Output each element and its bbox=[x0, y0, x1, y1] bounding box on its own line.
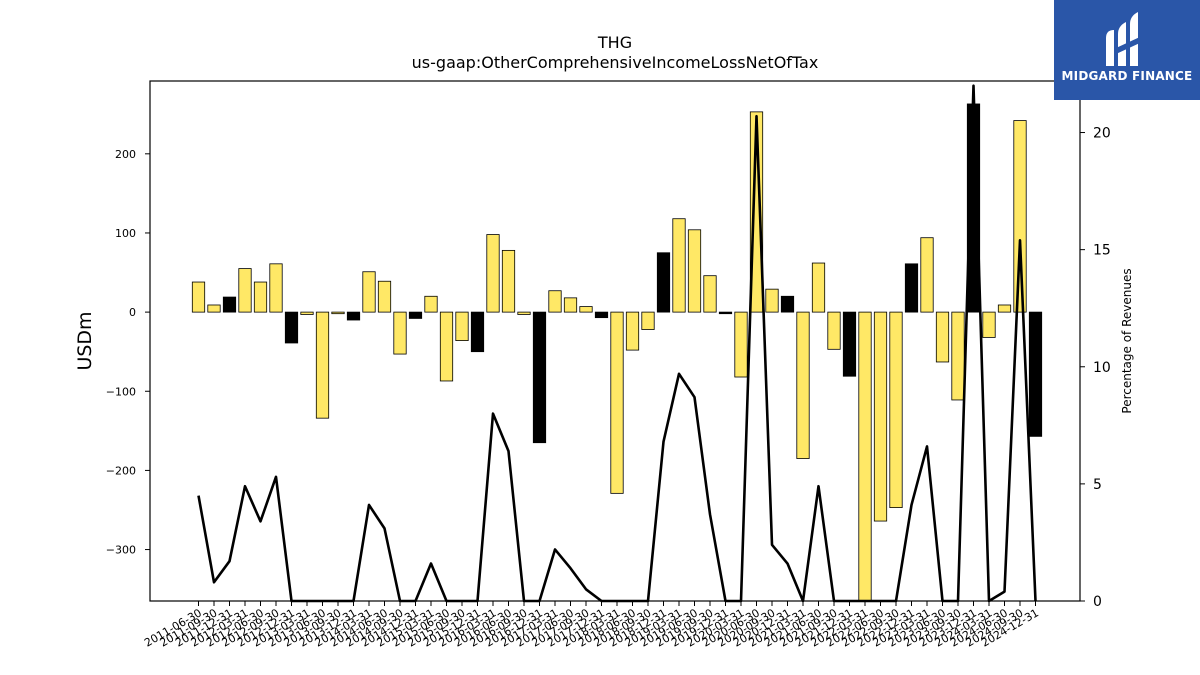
bar bbox=[346, 311, 361, 321]
bar bbox=[703, 275, 717, 313]
bar bbox=[424, 295, 438, 313]
y-tick-label: −200 bbox=[106, 464, 136, 477]
bar bbox=[873, 311, 888, 522]
bars bbox=[191, 103, 1043, 602]
bar bbox=[548, 290, 562, 313]
y2-tick-label: 5 bbox=[1093, 477, 1102, 493]
bar bbox=[377, 280, 392, 313]
bar bbox=[951, 311, 965, 401]
bar bbox=[641, 311, 655, 330]
x-ticks: 2011-06-302011-09-302011-12-312012-03-31… bbox=[142, 601, 1041, 650]
bar bbox=[904, 263, 919, 313]
bar bbox=[842, 311, 857, 377]
y2-tick-label: 20 bbox=[1093, 126, 1111, 142]
bar bbox=[672, 218, 686, 313]
y-tick-label: −300 bbox=[106, 544, 136, 557]
bar bbox=[517, 311, 531, 315]
y-tick-label: 0 bbox=[129, 306, 136, 319]
logo-text: MIDGARD FINANCE bbox=[1061, 69, 1193, 83]
bar bbox=[1013, 120, 1027, 313]
bar bbox=[455, 311, 469, 341]
bar bbox=[269, 263, 283, 313]
bar bbox=[718, 311, 733, 315]
bar bbox=[362, 271, 376, 313]
bar bbox=[734, 311, 748, 378]
bar bbox=[300, 311, 314, 315]
bar bbox=[997, 304, 1012, 313]
logo-mark-icon bbox=[1106, 12, 1142, 66]
bar bbox=[594, 311, 609, 319]
bar bbox=[439, 311, 454, 382]
y-tick-label: 100 bbox=[115, 227, 136, 240]
bar bbox=[563, 297, 578, 313]
bar bbox=[749, 111, 764, 313]
bar bbox=[858, 311, 872, 602]
bar bbox=[935, 311, 950, 363]
bar bbox=[780, 295, 795, 313]
bar bbox=[610, 311, 624, 494]
bar bbox=[238, 268, 252, 313]
bar bbox=[501, 249, 516, 313]
chart-title: THG bbox=[597, 33, 632, 52]
bar bbox=[796, 311, 810, 459]
axes bbox=[149, 80, 1081, 602]
bar bbox=[889, 311, 903, 508]
y2-tick-label: 10 bbox=[1093, 360, 1111, 376]
bar bbox=[393, 311, 407, 355]
bar bbox=[687, 229, 702, 313]
y2-axis-label: Percentage of Revenues bbox=[1120, 268, 1134, 413]
bar bbox=[811, 262, 826, 313]
y-tick-label: −100 bbox=[106, 385, 136, 398]
bar bbox=[1028, 311, 1043, 437]
plot-frame bbox=[149, 80, 1081, 602]
bar bbox=[579, 306, 593, 313]
bar bbox=[222, 296, 237, 313]
y2-tick-label: 15 bbox=[1093, 243, 1111, 259]
chart-subtitle: us-gaap:OtherComprehensiveIncomeLossNetO… bbox=[412, 53, 819, 72]
bar bbox=[207, 304, 221, 313]
bar bbox=[656, 252, 671, 313]
bar bbox=[470, 311, 485, 353]
bar bbox=[408, 311, 423, 319]
y2-tick-label: 0 bbox=[1093, 594, 1102, 610]
bar bbox=[625, 311, 640, 351]
bar bbox=[982, 311, 996, 338]
bar bbox=[765, 288, 779, 313]
y-tick-label: 200 bbox=[115, 148, 136, 161]
logo: MIDGARD FINANCE bbox=[1054, 0, 1200, 100]
bar bbox=[331, 311, 345, 315]
bar bbox=[827, 311, 841, 350]
bar bbox=[532, 311, 547, 444]
bar bbox=[191, 281, 206, 313]
bar bbox=[284, 311, 299, 344]
bar bbox=[253, 281, 268, 313]
y2-ticks: 0 5 10 15 20 bbox=[1080, 126, 1111, 610]
bar bbox=[920, 237, 934, 313]
bar bbox=[486, 234, 500, 313]
y-axis-label: USDm bbox=[74, 311, 96, 370]
bar bbox=[315, 311, 330, 419]
y-ticks: −300 −200 −100 0 100 200 bbox=[106, 148, 150, 557]
